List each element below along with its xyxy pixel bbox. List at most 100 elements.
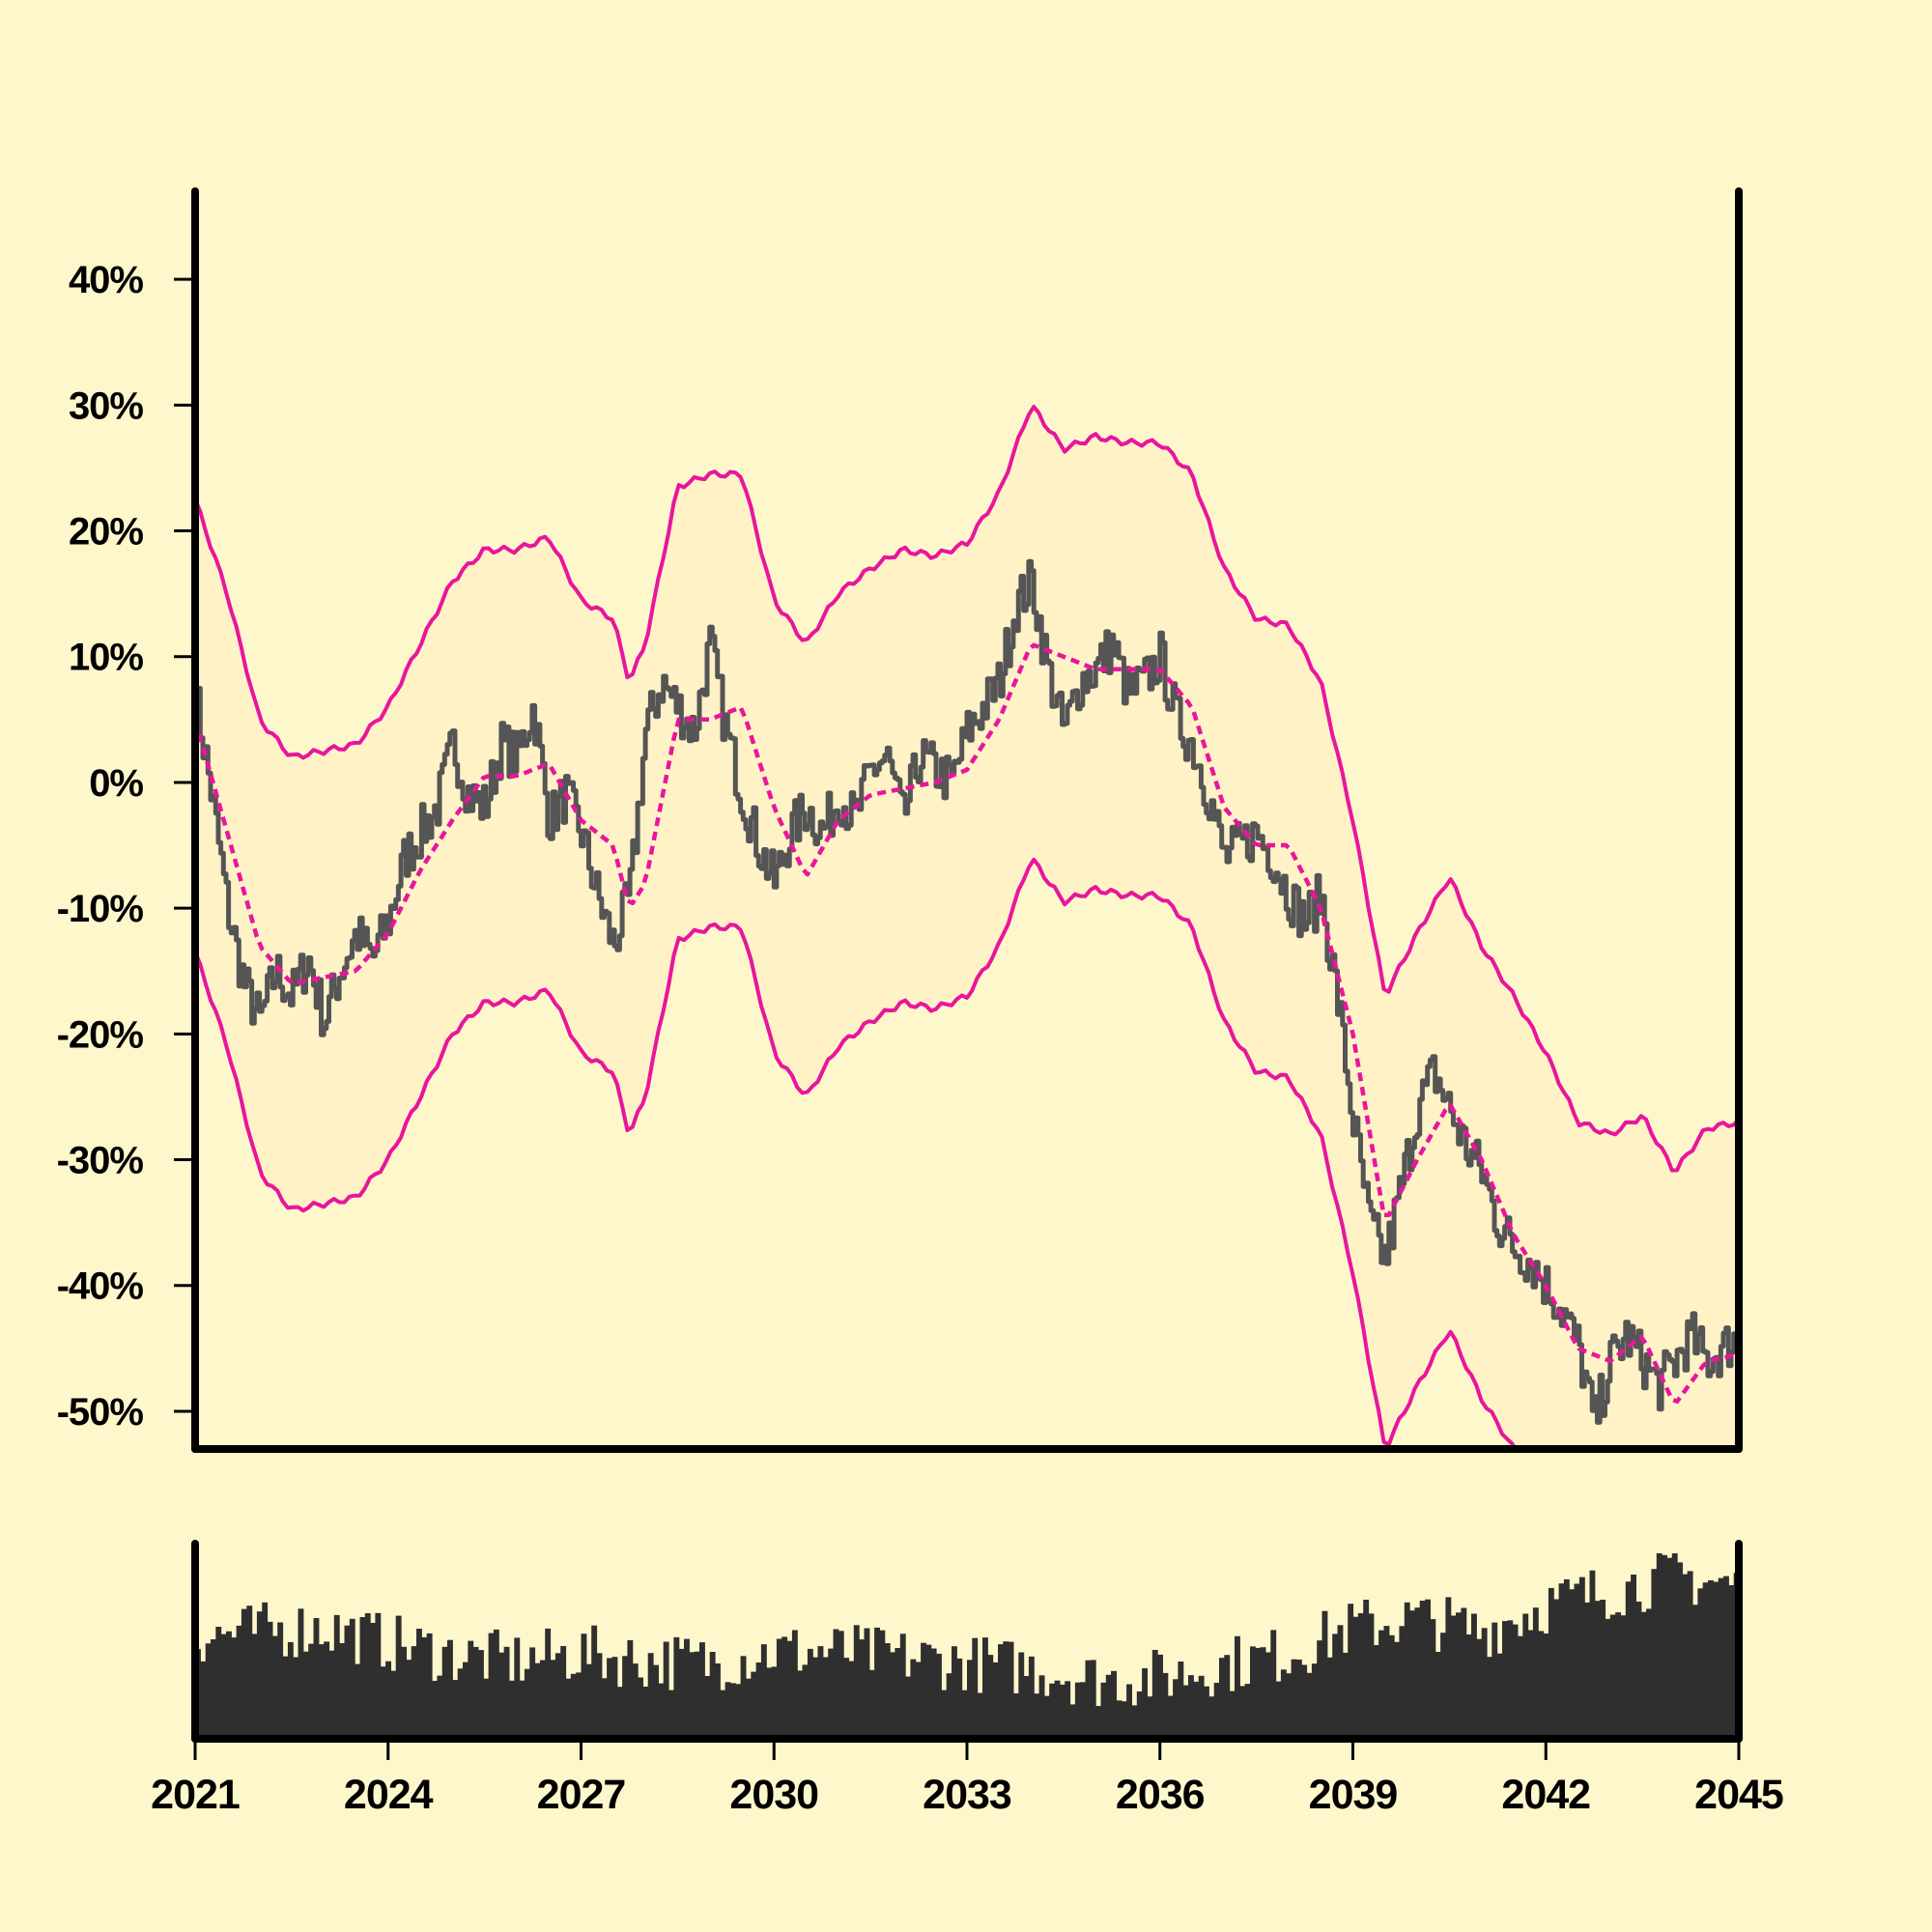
volume-bar xyxy=(1342,1652,1349,1739)
volume-bar xyxy=(1173,1679,1179,1739)
volume-bar xyxy=(704,1676,711,1739)
volume-bar xyxy=(1538,1631,1545,1739)
volume-bar xyxy=(668,1690,674,1739)
volume-bar xyxy=(1584,1602,1591,1739)
volume-bar xyxy=(1260,1647,1266,1739)
volume-bar xyxy=(730,1683,736,1739)
volume-bar xyxy=(581,1634,587,1739)
x-tick-label: 2045 xyxy=(1694,1772,1783,1818)
volume-bar xyxy=(1357,1613,1364,1739)
volume-bar xyxy=(1492,1622,1498,1739)
volume-bar xyxy=(503,1646,510,1739)
volume-bar xyxy=(946,1673,952,1739)
volume-bar xyxy=(1008,1641,1014,1739)
volume-bar xyxy=(1373,1645,1379,1739)
volume-bar xyxy=(1625,1581,1632,1739)
volume-bar xyxy=(786,1640,793,1739)
volume-bar xyxy=(720,1690,726,1739)
volume-bar xyxy=(802,1664,809,1739)
y-tick-label: 20% xyxy=(69,511,143,554)
volume-bar xyxy=(472,1646,479,1739)
volume-bar xyxy=(1182,1685,1189,1739)
volume-bar xyxy=(1388,1634,1395,1739)
volume-bar xyxy=(1553,1599,1560,1739)
volume-bar xyxy=(277,1622,284,1739)
volume-bar xyxy=(961,1690,968,1739)
volume-bar xyxy=(663,1641,669,1739)
volume-bar xyxy=(1049,1683,1056,1739)
volume-bar xyxy=(1142,1668,1148,1739)
volume-bar xyxy=(1317,1640,1323,1739)
volume-bar xyxy=(1589,1570,1596,1739)
volume-bar xyxy=(1244,1684,1251,1739)
volume-bar xyxy=(1239,1686,1246,1739)
volume-bar xyxy=(868,1669,875,1739)
volume-bar xyxy=(977,1692,983,1739)
volume-bar xyxy=(1456,1612,1462,1739)
volume-bar xyxy=(1157,1654,1163,1739)
volume-bar xyxy=(1656,1553,1662,1739)
volume-bar xyxy=(879,1630,886,1739)
volume-bar xyxy=(601,1678,608,1739)
volume-bar xyxy=(1600,1600,1606,1739)
volume-bar xyxy=(1662,1554,1667,1739)
volume-bar xyxy=(1507,1620,1514,1739)
volume-bar xyxy=(1095,1706,1102,1739)
volume-bar xyxy=(755,1662,762,1739)
x-tick-label: 2030 xyxy=(729,1772,818,1818)
volume-bar xyxy=(447,1639,453,1739)
volume-bar xyxy=(1543,1634,1549,1739)
upper-band-line xyxy=(195,405,1739,1173)
y-tick-label: -30% xyxy=(57,1140,144,1182)
volume-bar xyxy=(812,1657,819,1739)
volume-bar xyxy=(406,1660,412,1739)
volume-bar xyxy=(220,1634,227,1739)
volume-bar xyxy=(493,1629,499,1739)
volume-bar xyxy=(771,1666,778,1739)
volume-bar xyxy=(1198,1675,1205,1739)
volume-bar xyxy=(1502,1621,1508,1739)
volume-bar xyxy=(838,1631,844,1739)
volume-bar xyxy=(359,1617,366,1739)
volume-bar xyxy=(1532,1607,1539,1739)
volume-bar xyxy=(565,1678,572,1739)
volume-bar xyxy=(1435,1652,1441,1739)
volume-bar xyxy=(524,1668,530,1739)
volume-bar xyxy=(1574,1583,1580,1739)
volume-bar xyxy=(1352,1616,1359,1739)
volume-bar xyxy=(895,1648,901,1739)
volume-bar xyxy=(890,1652,895,1739)
volume-bar xyxy=(678,1648,685,1739)
volume-bar xyxy=(807,1648,813,1739)
volume-bar xyxy=(1295,1660,1302,1739)
volume-bar xyxy=(1481,1628,1488,1739)
volume-bar xyxy=(673,1636,680,1739)
volume-bar xyxy=(627,1639,634,1739)
x-tick-label: 2021 xyxy=(151,1772,240,1818)
y-tick-label: 30% xyxy=(69,384,143,427)
volume-bar xyxy=(766,1667,773,1739)
volume-bar xyxy=(529,1647,536,1739)
volume-bar xyxy=(1615,1612,1622,1739)
volume-bar xyxy=(1713,1581,1719,1739)
volume-bar xyxy=(1548,1587,1554,1739)
volume-bar xyxy=(1116,1700,1122,1739)
lower-band-line xyxy=(195,857,1517,1449)
volume-bar xyxy=(1671,1553,1678,1739)
volume-bar xyxy=(452,1680,459,1739)
volume-bar xyxy=(1348,1604,1354,1739)
volume-bar xyxy=(1337,1625,1344,1739)
volume-bar xyxy=(843,1658,850,1739)
volume-bar xyxy=(324,1641,330,1739)
volume-bar xyxy=(1631,1575,1636,1739)
volume-bar xyxy=(1147,1696,1153,1739)
volume-bar xyxy=(1321,1610,1328,1739)
volume-bar xyxy=(724,1682,731,1739)
volume-bar xyxy=(1085,1660,1092,1739)
volume-bar xyxy=(1728,1585,1735,1739)
volume-bar xyxy=(1229,1690,1236,1739)
volume-bar xyxy=(1594,1601,1601,1739)
volume-bar xyxy=(998,1644,1004,1739)
volume-bar xyxy=(1425,1599,1431,1739)
volume-bar xyxy=(1306,1672,1313,1739)
